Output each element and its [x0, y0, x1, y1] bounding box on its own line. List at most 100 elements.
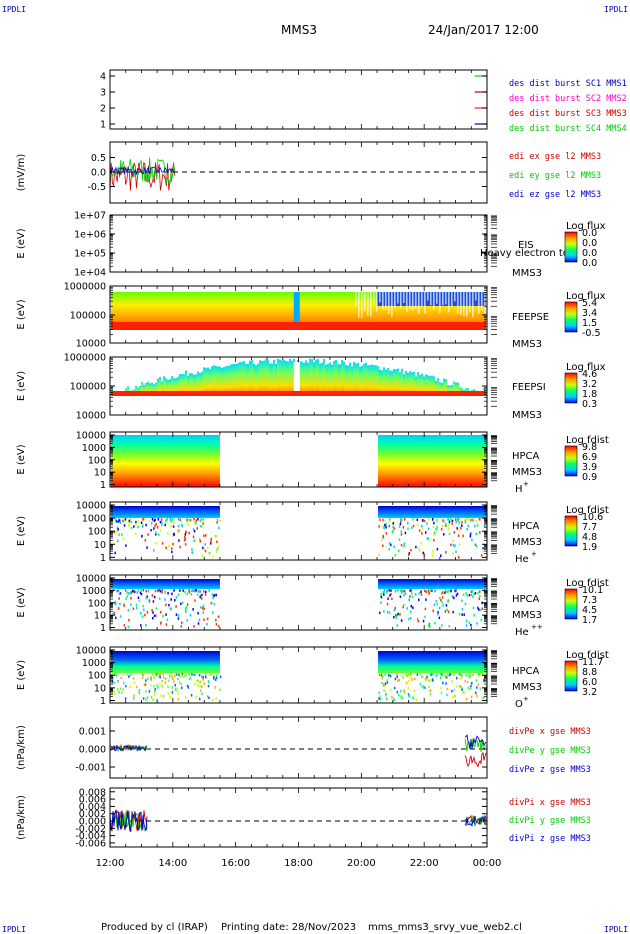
hpca_hepp-scatter: [420, 590, 422, 594]
hpca_he-scatter: [401, 518, 403, 521]
hpca_o-scatter: [452, 673, 455, 676]
hpca_o-scatter: [193, 673, 196, 677]
hpca_o-scatter: [132, 697, 135, 700]
hpca_he-scatter: [189, 518, 192, 522]
feeps-i-column: [357, 362, 359, 396]
hpca_o-scatter: [481, 696, 483, 700]
divpe-legend-entry: divPe z gse MMS3: [509, 765, 591, 775]
feeps_i-colorbar: [564, 372, 578, 404]
hpca_o-scatter: [154, 688, 157, 691]
hpca_o-scatter: [201, 675, 203, 678]
hpca_hepp-scatter: [140, 592, 143, 596]
hpca_he-scatter: [382, 534, 384, 538]
hpca_he-scatter: [400, 530, 403, 533]
hpca_hepp-scatter: [185, 606, 188, 609]
hpca_h-ytick-label: 100: [88, 455, 106, 466]
eis-colorbar-tick: 0.0: [582, 238, 597, 249]
hpca_hepp-scatter: [204, 593, 207, 596]
hpca_hepp-scatter: [135, 603, 138, 607]
hpca_hepp-scatter: [201, 593, 203, 597]
feeps-e-gap-stripe: [454, 292, 456, 302]
feeps-i-column: [397, 368, 399, 396]
feeps-i-column: [451, 385, 453, 396]
hpca_he-scatter: [483, 525, 486, 528]
hpca_hepp-scatter: [393, 608, 396, 612]
hpca_he-scatter: [455, 550, 457, 554]
hpca_o-scatter: [431, 678, 434, 681]
hpca_he-scatter: [142, 518, 144, 521]
hpca_he-scatter: [397, 549, 400, 552]
hpca_o-scatter: [133, 694, 135, 698]
hpca_he-scatter: [422, 519, 424, 522]
hpca_hepp-scatter: [434, 621, 436, 625]
hpca_hepp-scatter: [114, 602, 117, 606]
eis-frame: [109, 214, 488, 273]
feeps-e-gap-stripe: [430, 292, 432, 306]
hpca_hepp-scatter: [429, 625, 431, 628]
hpca_hepp-scatter: [433, 603, 436, 607]
hpca_o-scatter: [479, 687, 481, 690]
hpca_hepp-ylabel: E (eV): [16, 587, 27, 617]
hpca_o-scatter: [383, 684, 385, 688]
hpca_o-scatter: [215, 674, 218, 677]
hpca_he-scatter: [183, 538, 186, 542]
feeps-i-column: [153, 384, 155, 396]
hpca_o-scatter: [142, 697, 145, 700]
feeps-i-column: [175, 378, 177, 396]
hpca_he-scatter: [208, 551, 211, 555]
hpca_hepp-scatter: [396, 624, 399, 627]
hpca_o-scatter: [169, 696, 172, 699]
edi-series-2: [109, 166, 176, 176]
hpca_he-scatter: [202, 546, 204, 550]
hpca_hepp-scatter: [188, 590, 191, 594]
hpca_o-scatter: [439, 676, 442, 679]
hpca_o-scatter: [475, 679, 478, 682]
hpca_hepp-scatter: [380, 592, 382, 596]
hpca_he-scatter: [153, 527, 155, 530]
hpca_hepp-scatter: [461, 599, 463, 603]
hpca_hepp-ytick-label: 10: [94, 611, 106, 622]
feeps-i-column: [365, 362, 367, 396]
feeps-e-gap-stripe: [373, 292, 375, 304]
hpca_hepp-scatter: [130, 603, 132, 607]
hpca_hepp-scatter: [484, 618, 486, 621]
hpca_o-scatter: [476, 694, 478, 697]
feeps-i-column: [393, 368, 395, 396]
feeps_i-ytick-label: 10000: [76, 411, 106, 422]
hpca_he-scatter: [482, 549, 485, 552]
hpca_he-scatter: [154, 524, 156, 528]
hpca_o-scatter: [153, 684, 155, 688]
hpca_hepp-scatter: [454, 589, 456, 593]
hpca_o-scatter: [150, 684, 153, 687]
hpca_o-scatter: [428, 679, 430, 683]
hpca_hepp-scatter: [380, 601, 382, 604]
hpca_hepp-scatter: [175, 605, 177, 608]
hpca_hepp-scatter: [197, 622, 200, 625]
hpca_he-scatter: [385, 522, 387, 526]
hpca_hepp-scatter: [470, 590, 473, 594]
hpca_he-scatter: [433, 533, 436, 537]
hpca_o-scatter: [448, 673, 451, 677]
hpca_o-scatter: [181, 673, 183, 676]
footer-printing-date: Printing date: 28/Nov/2023: [221, 922, 356, 933]
hpca_he-scatter: [140, 521, 143, 524]
eis-colorbar: [564, 231, 578, 263]
hpca_o-scatter: [219, 675, 222, 679]
feeps-e-gap-stripe: [427, 292, 429, 301]
hpca_he-scatter: [191, 551, 194, 554]
hpca_he-scatter: [458, 521, 461, 525]
hpca_he-scatter: [407, 521, 409, 525]
hpca_hepp-scatter: [461, 607, 464, 611]
hpca_he-scatter: [394, 554, 397, 557]
feeps-e-gap-stripe: [460, 292, 462, 315]
divpi-ytick-label: 0.000: [79, 817, 106, 828]
hpca_he-scatter: [158, 533, 160, 536]
feeps-i-column: [193, 374, 195, 396]
hpca_he-scatter: [144, 539, 147, 542]
hpca_o-scatter: [173, 680, 175, 683]
hpca_hepp-scatter: [202, 604, 205, 607]
hpca_o-scatter: [446, 676, 448, 680]
hpca_o-scatter: [207, 680, 210, 683]
hpca_o-scatter: [459, 677, 462, 680]
corner-label-bottom-right: IPDLI: [604, 925, 628, 934]
